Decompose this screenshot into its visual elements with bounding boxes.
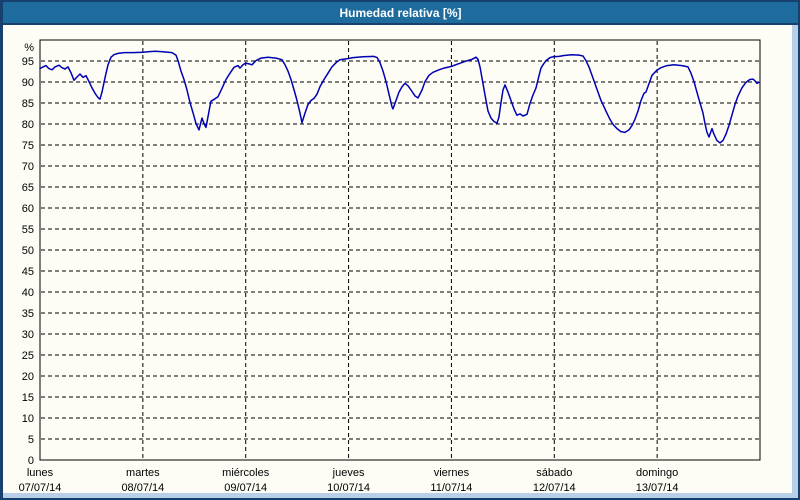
- y-tick-label: 5: [28, 434, 34, 446]
- y-tick-label: 20: [22, 371, 34, 383]
- chart-area: 0 5 10 15 20 25 30 35 40 45 50 55 60 65 70 75 80 85 90 95% l…: [3, 25, 792, 493]
- y-tick-label: 75: [22, 140, 34, 152]
- y-tick-label: 45: [22, 266, 34, 278]
- humidity-chart: 0 5 10 15 20 25 30 35 40 45 50 55 60 65 70 75 80 85 90 95% l…: [19, 39, 761, 493]
- y-tick-label: 25: [22, 350, 34, 362]
- title-bar: Humedad relativa [%]: [3, 2, 798, 25]
- y-tick-label: 95: [22, 56, 34, 68]
- y-tick-label: 30: [22, 329, 34, 341]
- x-day-label: viernes: [434, 467, 470, 479]
- chart-plot-border: [39, 39, 761, 461]
- y-tick-label: 80: [22, 119, 34, 131]
- y-tick-label: 35: [22, 308, 34, 320]
- y-tick-label: 60: [22, 203, 34, 215]
- x-day-label: miércoles: [222, 467, 270, 479]
- y-axis-unit-label: %: [24, 42, 34, 54]
- humidity-line: [39, 50, 760, 144]
- x-date-label: 11/07/14: [430, 482, 472, 493]
- y-tick-label: 10: [22, 413, 34, 425]
- y-tick-label: 50: [22, 245, 34, 257]
- y-tick-label: 90: [22, 77, 34, 89]
- x-date-label: 12/07/14: [533, 482, 576, 493]
- x-day-label: sábado: [536, 467, 572, 479]
- window-frame: Humedad relativa [%] 0 5 10 15 20 25 30 35 40 45 5…: [3, 2, 798, 498]
- y-tick-label: 15: [22, 392, 34, 404]
- y-tick-label: 55: [22, 224, 34, 236]
- x-day-label: lunes: [27, 467, 54, 479]
- y-tick-label: 85: [22, 98, 34, 110]
- x-date-label: 07/07/14: [19, 482, 62, 493]
- x-day-label: domingo: [636, 467, 678, 479]
- x-date-label: 13/07/14: [636, 482, 679, 493]
- y-tick-label: 70: [22, 161, 34, 173]
- y-tick-label: 40: [22, 287, 34, 299]
- x-date-label: 09/07/14: [224, 482, 267, 493]
- x-day-label: martes: [126, 467, 160, 479]
- page-title: Humedad relativa [%]: [339, 5, 462, 20]
- x-date-label: 10/07/14: [327, 482, 370, 493]
- x-date-label: 08/07/14: [121, 482, 164, 493]
- x-day-label: jueves: [332, 467, 365, 479]
- y-tick-label: 0: [28, 455, 34, 467]
- y-tick-label: 65: [22, 182, 34, 194]
